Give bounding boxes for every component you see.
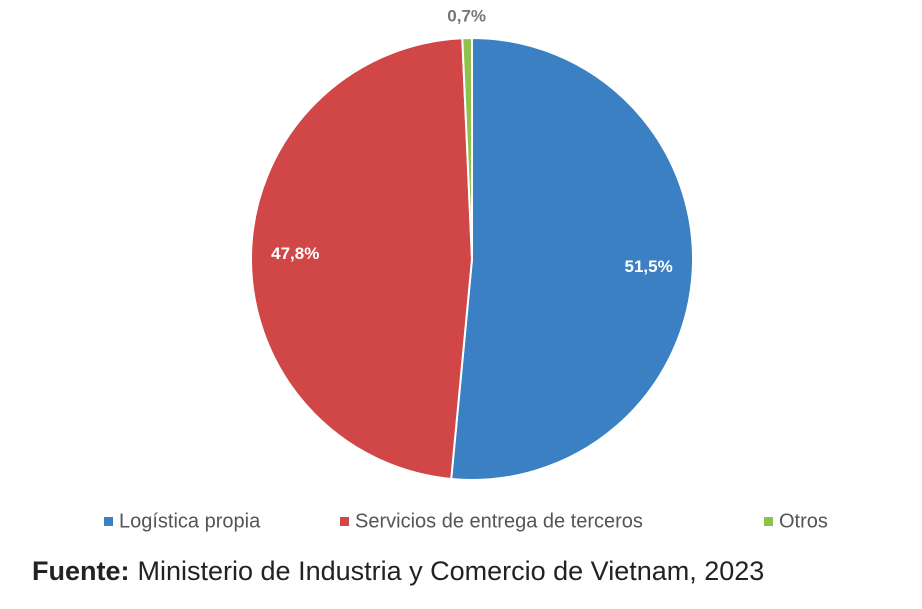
legend-marker bbox=[104, 517, 113, 526]
legend-label: Otros bbox=[779, 510, 828, 532]
pie-slice bbox=[461, 36, 473, 260]
pie-slice bbox=[250, 37, 474, 481]
legend-marker bbox=[340, 517, 349, 526]
value-label: 47,8% bbox=[271, 244, 319, 263]
value-label: 0,7% bbox=[447, 7, 486, 26]
source-label: Fuente: bbox=[32, 556, 130, 586]
legend-label: Logística propia bbox=[119, 510, 261, 532]
legend-marker bbox=[764, 517, 773, 526]
source: Fuente: Ministerio de Industria y Comerci… bbox=[32, 556, 764, 586]
value-label: 51,5% bbox=[625, 257, 673, 276]
pie-slice bbox=[450, 36, 694, 481]
source-text: Ministerio de Industria y Comercio de Vi… bbox=[138, 556, 765, 586]
legend-label: Servicios de entrega de terceros bbox=[355, 510, 643, 532]
